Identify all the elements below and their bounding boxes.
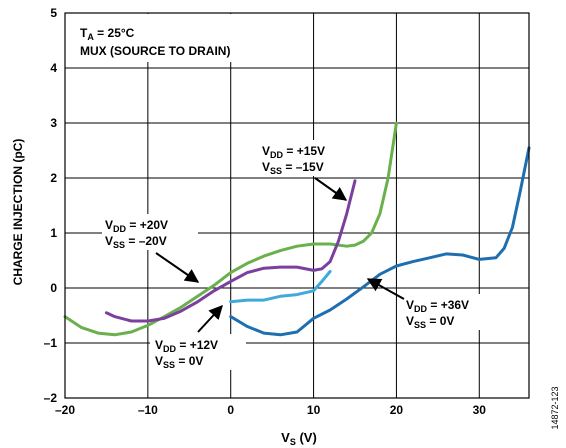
y-tick-label-6: 4 xyxy=(50,61,57,75)
series-line-0 xyxy=(63,121,398,337)
y-tick-label-4: 2 xyxy=(50,171,57,185)
x-tick-labels: –20 –10 0 10 20 30 xyxy=(55,403,486,417)
plot-frame xyxy=(64,12,530,399)
x-tick-label-4: 20 xyxy=(390,403,404,417)
x-tick-label-3: 10 xyxy=(307,403,321,417)
y-tick-label-2: 0 xyxy=(50,281,57,295)
annotation-vdd20-line2: VSS = –20V xyxy=(105,234,167,250)
condition-box-bg xyxy=(73,14,286,62)
annotation-vdd20: VDD = +20V VSS = –20V xyxy=(102,214,198,250)
annotation-vdd12-line2: VSS = 0V xyxy=(155,354,203,370)
annotation-vdd36: VDD = +36V VSS = 0V xyxy=(402,294,498,330)
y-tick-labels: –2 –1 0 1 2 3 4 5 xyxy=(44,6,58,405)
annotation-vdd36-bg xyxy=(402,294,498,330)
annotation-vdd12-line1: VDD = +12V xyxy=(155,338,218,354)
condition-line-1: TA = 25°C xyxy=(80,26,135,42)
arrow-vdd12 xyxy=(197,304,223,333)
grid xyxy=(64,12,529,399)
series-line-1 xyxy=(104,179,357,323)
condition-line-2: MUX (SOURCE TO DRAIN) xyxy=(80,44,230,58)
y-tick-label-5: 3 xyxy=(50,116,57,130)
series-line-2 xyxy=(229,270,332,304)
annotation-vdd15-line2: VSS = –15V xyxy=(262,160,324,176)
y-tick-label-7: 5 xyxy=(50,6,57,20)
annotation-vdd36-line1: VDD = +36V xyxy=(406,298,469,314)
x-tick-label-5: 30 xyxy=(473,403,487,417)
series-line-3 xyxy=(229,146,531,337)
arrow-vdd36 xyxy=(366,278,405,300)
annotation-vdd12-bg xyxy=(150,334,246,370)
y-axis-label: CHARGE INJECTION (pC) xyxy=(11,139,25,286)
y-tick-label-1: –1 xyxy=(44,336,58,350)
series-group xyxy=(63,121,531,337)
annotation-vdd20-bg xyxy=(102,214,198,250)
x-tick-label-1: –10 xyxy=(138,403,158,417)
y-tick-label-0: –2 xyxy=(44,391,58,405)
annotation-vdd15: VDD = +15V VSS = –15V xyxy=(258,140,354,176)
arrow-vdd20 xyxy=(155,252,200,283)
annotations: VDD = +20V VSS = –20V VDD = +15V VSS = –… xyxy=(102,140,498,370)
x-axis-label: VS (V) xyxy=(281,430,317,447)
x-tick-label-0: –20 xyxy=(55,403,75,417)
annotation-vdd15-line1: VDD = +15V xyxy=(262,144,325,160)
annotation-vdd12: VDD = +12V VSS = 0V xyxy=(150,334,246,370)
y-tick-label-3: 1 xyxy=(50,226,57,240)
arrow-vdd15 xyxy=(314,177,348,201)
x-tick-label-2: 0 xyxy=(227,403,234,417)
annotation-vdd20-line1: VDD = +20V xyxy=(105,218,168,234)
annotation-vdd36-line2: VSS = 0V xyxy=(406,314,454,330)
figure-id: 14872-123 xyxy=(550,386,560,429)
annotation-vdd15-bg xyxy=(258,140,354,176)
